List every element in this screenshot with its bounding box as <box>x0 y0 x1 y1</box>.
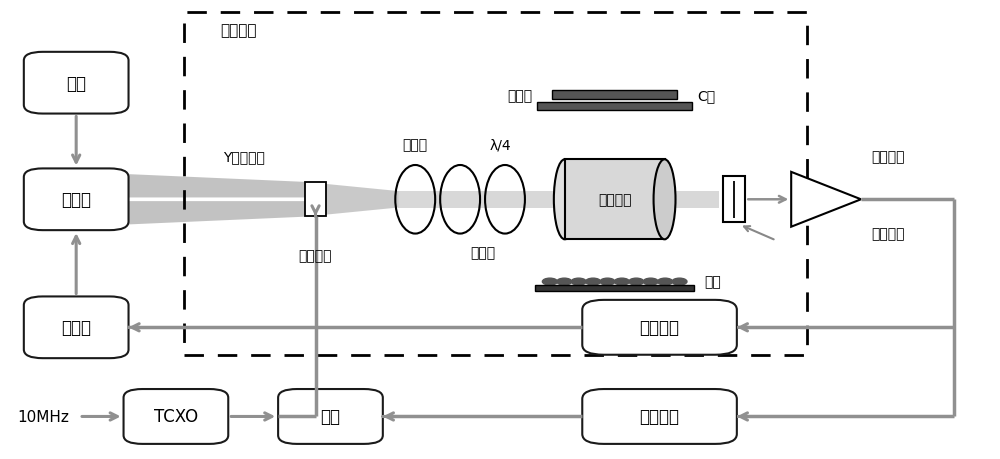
Circle shape <box>614 279 629 285</box>
Text: 物理部分: 物理部分 <box>220 22 257 38</box>
Text: 探测单元: 探测单元 <box>871 227 904 241</box>
Text: 衰减片: 衰减片 <box>470 245 495 259</box>
Polygon shape <box>398 192 719 208</box>
Polygon shape <box>306 183 398 217</box>
Circle shape <box>600 279 615 285</box>
Bar <box>535 285 694 291</box>
Polygon shape <box>129 175 306 198</box>
Text: 伺服电路: 伺服电路 <box>640 319 680 336</box>
Text: 激光器: 激光器 <box>61 191 91 209</box>
Circle shape <box>643 279 658 285</box>
Text: 伺服电路: 伺服电路 <box>640 408 680 425</box>
Text: 温控: 温控 <box>66 74 86 92</box>
Circle shape <box>542 279 557 285</box>
Text: 电流源: 电流源 <box>61 319 91 336</box>
Circle shape <box>672 279 687 285</box>
Bar <box>723 177 745 223</box>
Bar <box>184 13 807 355</box>
Text: 偏振片: 偏振片 <box>403 138 428 152</box>
Circle shape <box>557 279 572 285</box>
Polygon shape <box>129 202 306 225</box>
Circle shape <box>571 279 586 285</box>
Text: 10MHz: 10MHz <box>17 409 69 424</box>
Text: 调制单元: 调制单元 <box>299 249 332 263</box>
FancyBboxPatch shape <box>24 169 129 230</box>
Text: Y波导分束: Y波导分束 <box>223 150 265 163</box>
FancyBboxPatch shape <box>582 389 737 444</box>
Circle shape <box>586 279 601 285</box>
Ellipse shape <box>554 160 576 240</box>
Circle shape <box>658 279 673 285</box>
FancyBboxPatch shape <box>24 53 129 114</box>
FancyBboxPatch shape <box>582 300 737 355</box>
Bar <box>565 160 665 240</box>
Text: 减法单元: 减法单元 <box>871 150 904 163</box>
Polygon shape <box>791 173 861 227</box>
Circle shape <box>629 279 644 285</box>
FancyBboxPatch shape <box>24 297 129 358</box>
Text: 原子气室: 原子气室 <box>598 193 631 207</box>
Text: 磁屏蔽: 磁屏蔽 <box>507 89 532 103</box>
Text: 频综: 频综 <box>320 408 340 425</box>
Bar <box>552 91 677 100</box>
FancyBboxPatch shape <box>278 389 383 444</box>
Text: 加热: 加热 <box>704 275 721 289</box>
FancyBboxPatch shape <box>124 389 228 444</box>
Text: TCXO: TCXO <box>154 408 198 425</box>
Text: C场: C场 <box>697 89 715 103</box>
Ellipse shape <box>654 160 676 240</box>
Text: λ/4: λ/4 <box>489 138 511 152</box>
Bar <box>305 183 326 217</box>
Bar <box>537 103 692 111</box>
